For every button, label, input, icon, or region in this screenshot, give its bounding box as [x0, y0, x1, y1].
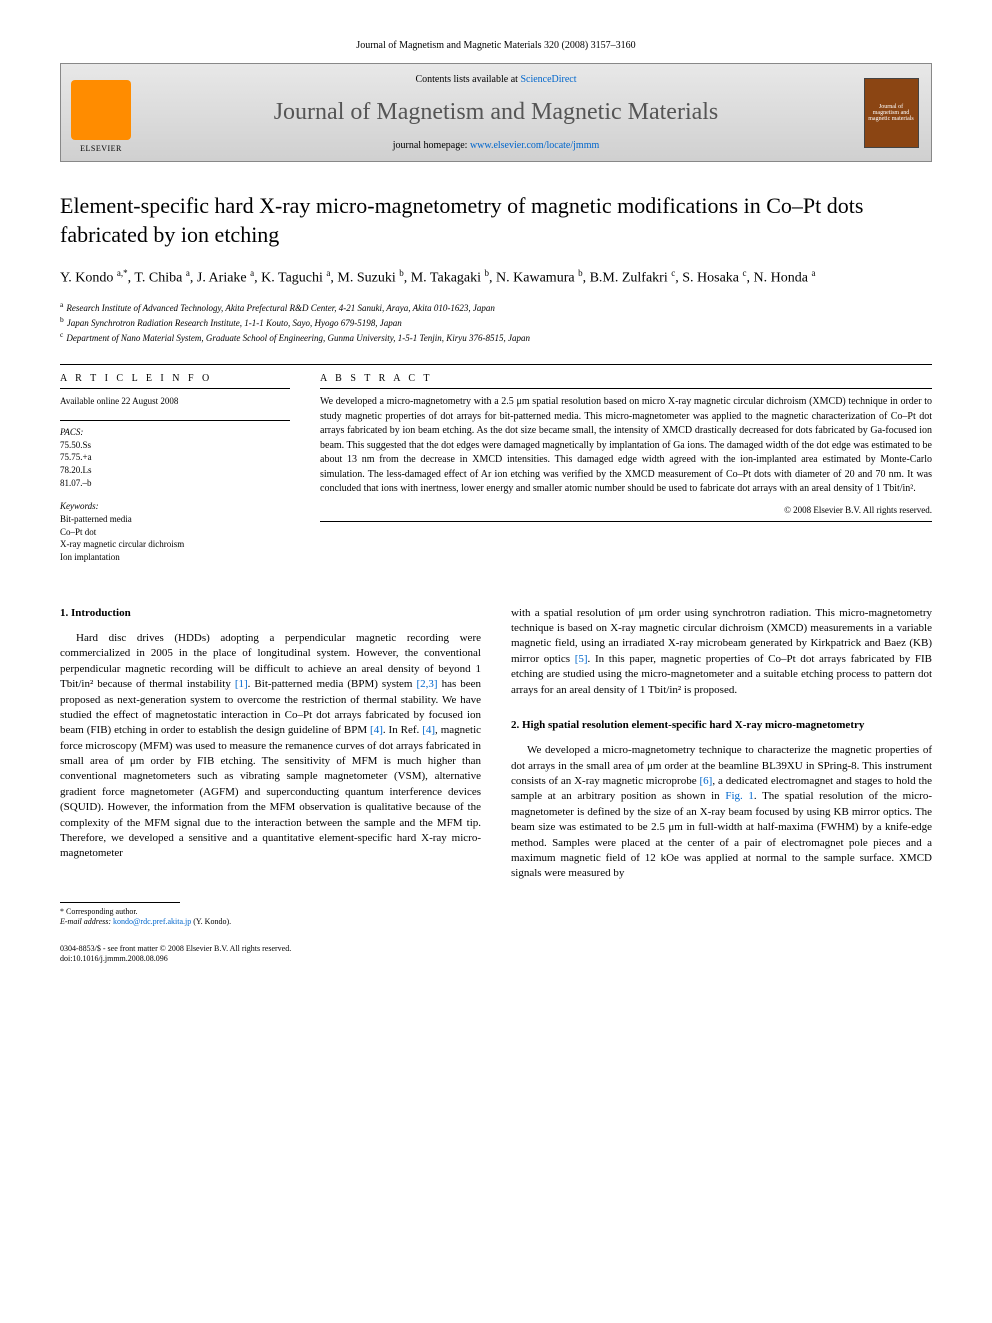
pacs-codes: 75.50.Ss75.75.+a78.20.Ls81.07.–b	[60, 439, 290, 489]
email-link[interactable]: kondo@rdc.pref.akita.jp	[113, 917, 191, 926]
contents-text: Contents lists available at	[415, 74, 520, 85]
affiliation: bJapan Synchrotron Radiation Research In…	[60, 315, 932, 330]
cover-thumb-area: Journal of magnetism and magnetic materi…	[851, 64, 931, 161]
abstract-divider	[320, 521, 932, 522]
body-paragraph: We developed a micro-magnetometry techni…	[511, 743, 932, 882]
keywords-label: Keywords:	[60, 501, 290, 511]
pacs-label: PACS:	[60, 427, 290, 437]
homepage-line: journal homepage: www.elsevier.com/locat…	[161, 140, 831, 151]
ref-link-1[interactable]: [1]	[235, 678, 248, 690]
article-info-column: A R T I C L E I N F O Available online 2…	[60, 373, 290, 575]
section-2-heading: 2. High spatial resolution element-speci…	[511, 718, 932, 733]
abstract-text: We developed a micro-magnetometry with a…	[320, 395, 932, 497]
info-divider	[60, 388, 290, 389]
footnote-divider	[60, 902, 180, 903]
journal-cover-thumbnail: Journal of magnetism and magnetic materi…	[864, 78, 919, 148]
affiliation: aResearch Institute of Advanced Technolo…	[60, 300, 932, 315]
body-text: . The spatial resolution of the micro-ma…	[511, 790, 932, 879]
author-list: Y. Kondo a,*, T. Chiba a, J. Ariake a, K…	[60, 267, 932, 288]
body-paragraph: with a spatial resolution of μm order us…	[511, 606, 932, 698]
right-column: with a spatial resolution of μm order us…	[511, 606, 932, 965]
affiliation: cDepartment of Nano Material System, Gra…	[60, 330, 932, 345]
publisher-logo-area: ELSEVIER	[61, 64, 141, 161]
ref-link-5[interactable]: [5]	[575, 653, 588, 665]
email-name: (Y. Kondo).	[191, 917, 231, 926]
body-text: . In Ref.	[383, 724, 422, 736]
left-column: 1. Introduction Hard disc drives (HDDs) …	[60, 606, 481, 965]
body-paragraph: Hard disc drives (HDDs) adopting a perpe…	[60, 631, 481, 862]
keywords-list: Bit-patterned mediaCo–Pt dotX-ray magnet…	[60, 513, 290, 563]
body-text: . Bit-patterned media (BPM) system	[248, 678, 417, 690]
corresponding-author-footnote: * Corresponding author. E-mail address: …	[60, 907, 481, 928]
divider	[60, 364, 932, 365]
homepage-link[interactable]: www.elsevier.com/locate/jmmm	[470, 140, 599, 151]
info-abstract-row: A R T I C L E I N F O Available online 2…	[60, 373, 932, 575]
doi: doi:10.1016/j.jmmm.2008.08.096	[60, 954, 481, 964]
abstract-heading: A B S T R A C T	[320, 373, 932, 384]
corresponding-author: * Corresponding author.	[60, 907, 481, 917]
info-divider	[60, 420, 290, 421]
ref-link-23[interactable]: [2,3]	[416, 678, 437, 690]
publisher-name: ELSEVIER	[80, 144, 122, 153]
article-title: Element-specific hard X-ray micro-magnet…	[60, 192, 932, 249]
body-text: , magnetic force microscopy (MFM) was us…	[60, 724, 481, 859]
ref-link-4[interactable]: [4]	[370, 724, 383, 736]
available-online: Available online 22 August 2008	[60, 395, 290, 408]
email-line: E-mail address: kondo@rdc.pref.akita.jp …	[60, 917, 481, 927]
banner-center: Contents lists available at ScienceDirec…	[141, 64, 851, 161]
contents-available-line: Contents lists available at ScienceDirec…	[161, 74, 831, 85]
homepage-label: journal homepage:	[393, 140, 470, 151]
journal-reference: Journal of Magnetism and Magnetic Materi…	[60, 40, 932, 51]
ref-link-4[interactable]: [4]	[422, 724, 435, 736]
abstract-copyright: © 2008 Elsevier B.V. All rights reserved…	[320, 505, 932, 515]
section-1-heading: 1. Introduction	[60, 606, 481, 621]
affiliations: aResearch Institute of Advanced Technolo…	[60, 300, 932, 344]
elsevier-tree-icon	[71, 80, 131, 140]
issn-copyright: 0304-8853/$ - see front matter © 2008 El…	[60, 944, 481, 954]
journal-name: Journal of Magnetism and Magnetic Materi…	[161, 99, 831, 126]
abstract-divider	[320, 388, 932, 389]
sciencedirect-link[interactable]: ScienceDirect	[520, 74, 576, 85]
journal-banner: ELSEVIER Contents lists available at Sci…	[60, 63, 932, 162]
front-matter-line: 0304-8853/$ - see front matter © 2008 El…	[60, 944, 481, 965]
ref-link-6[interactable]: [6]	[700, 775, 713, 787]
fig-link-1[interactable]: Fig. 1	[725, 790, 754, 802]
email-label: E-mail address:	[60, 917, 113, 926]
body-columns: 1. Introduction Hard disc drives (HDDs) …	[60, 606, 932, 965]
abstract-column: A B S T R A C T We developed a micro-mag…	[320, 373, 932, 575]
article-info-heading: A R T I C L E I N F O	[60, 373, 290, 384]
